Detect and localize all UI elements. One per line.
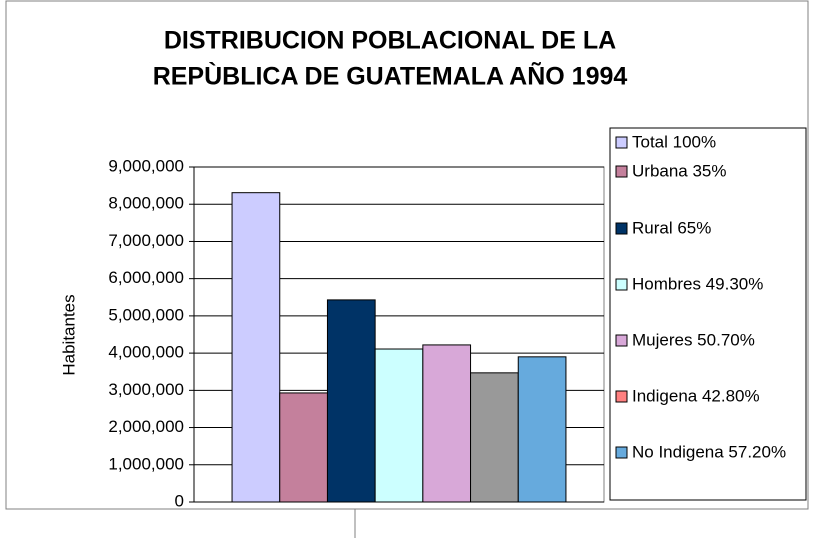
y-tick-label: 1,000,000 [108, 454, 184, 473]
legend-label: No Indigena 57.20% [632, 442, 786, 461]
y-tick-label: 5,000,000 [108, 305, 184, 324]
legend-label: Indigena 42.80% [632, 386, 760, 405]
bar [470, 372, 519, 503]
y-tick-label: 4,000,000 [108, 343, 184, 362]
legend-swatch [615, 334, 628, 347]
legend [609, 127, 807, 501]
bar [279, 392, 328, 503]
y-tick-label: 8,000,000 [108, 194, 184, 213]
bar [517, 356, 567, 503]
bar [231, 192, 281, 503]
legend-label: Total 100% [632, 132, 716, 151]
bar [374, 348, 424, 503]
legend-swatch [615, 222, 628, 235]
legend-label: Hombres 49.30% [632, 274, 763, 293]
legend-swatch [615, 390, 628, 403]
legend-swatch [615, 136, 628, 149]
bar [326, 299, 376, 503]
y-tick-label: 6,000,000 [108, 268, 184, 287]
legend-swatch [615, 278, 628, 291]
y-tick-label: 7,000,000 [108, 231, 184, 250]
y-tick-label: 2,000,000 [108, 417, 184, 436]
chart-title: DISTRIBUCION POBLACIONAL DE LA [164, 27, 616, 55]
y-tick-label: 0 [175, 491, 184, 510]
y-tick-label: 3,000,000 [108, 380, 184, 399]
legend-label: Urbana 35% [632, 161, 727, 180]
y-tick-label: 9,000,000 [108, 156, 184, 175]
legend-swatch [615, 165, 628, 178]
legend-label: Rural 65% [632, 218, 711, 237]
legend-swatch [615, 446, 628, 459]
bar [422, 344, 472, 503]
y-axis-label: Habitantes [59, 294, 78, 375]
chart-title: REPÙBLICA DE GUATEMALA AÑO 1994 [153, 61, 628, 91]
legend-label: Mujeres 50.70% [632, 330, 755, 349]
